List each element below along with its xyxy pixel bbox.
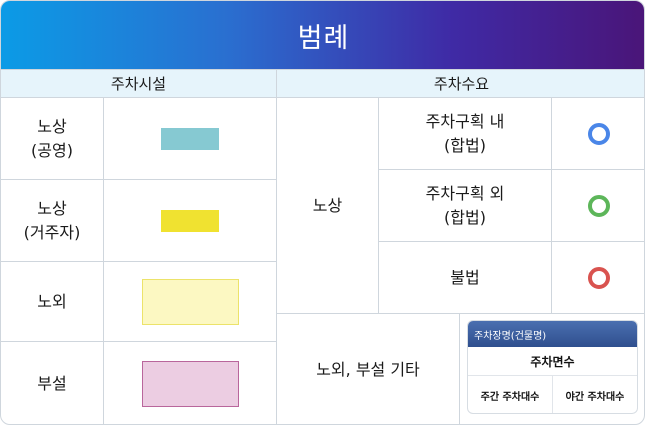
demand-marker-cell-out-zone bbox=[552, 170, 644, 242]
parking-lot-card: 주차장명(건물명) 주차면수 주간 주차대수 야간 주차대수 bbox=[467, 320, 638, 414]
facility-swatch-cell-off-street bbox=[104, 262, 277, 342]
card-space-count: 주차면수 bbox=[468, 347, 637, 376]
swatch-resident-street bbox=[161, 209, 219, 232]
swatch-attached bbox=[141, 361, 239, 407]
card-daytime-count: 주간 주차대수 bbox=[468, 376, 553, 413]
marker-in-zone-legal-icon bbox=[588, 122, 610, 145]
demand-marker-cell-in-zone bbox=[552, 98, 644, 170]
legend-title: 범례 bbox=[297, 22, 350, 54]
card-nighttime-count: 야간 주차대수 bbox=[565, 391, 625, 403]
demand-label-out-zone-legal: 주차구획 외 (합법) bbox=[379, 170, 552, 242]
demand-label-in-zone-legal: 주차구획 내 (합법) bbox=[379, 98, 552, 170]
title-bar: 범례 bbox=[1, 1, 644, 69]
demand-label-other: 노외, 부설 기타 bbox=[277, 314, 460, 424]
facility-swatch-cell-attached bbox=[104, 342, 277, 424]
facility-label-public-street: 노상 (공영) bbox=[1, 98, 104, 180]
facility-label-off-street: 노외 bbox=[1, 262, 104, 342]
marker-illegal-icon bbox=[588, 266, 610, 289]
facility-swatch-cell-resident-street bbox=[104, 180, 277, 262]
facility-label-attached: 부설 bbox=[1, 342, 104, 424]
card-footer: 주간 주차대수 야간 주차대수 bbox=[468, 376, 637, 413]
facility-label-resident-street: 노상 (거주자) bbox=[1, 180, 104, 262]
demand-group-street: 노상 bbox=[277, 98, 379, 314]
facility-swatch-cell-public-street bbox=[104, 98, 277, 180]
card-lot-name: 주차장명(건물명) bbox=[468, 321, 637, 347]
swatch-public-street bbox=[161, 127, 219, 150]
swatch-off-street bbox=[141, 278, 239, 325]
demand-label-illegal: 불법 bbox=[379, 242, 552, 314]
header-parking-demand: 주차수요 bbox=[277, 69, 644, 98]
demand-marker-cell-illegal bbox=[552, 242, 644, 314]
header-parking-facility: 주차시설 bbox=[1, 69, 277, 98]
marker-out-zone-legal-icon bbox=[588, 194, 610, 217]
